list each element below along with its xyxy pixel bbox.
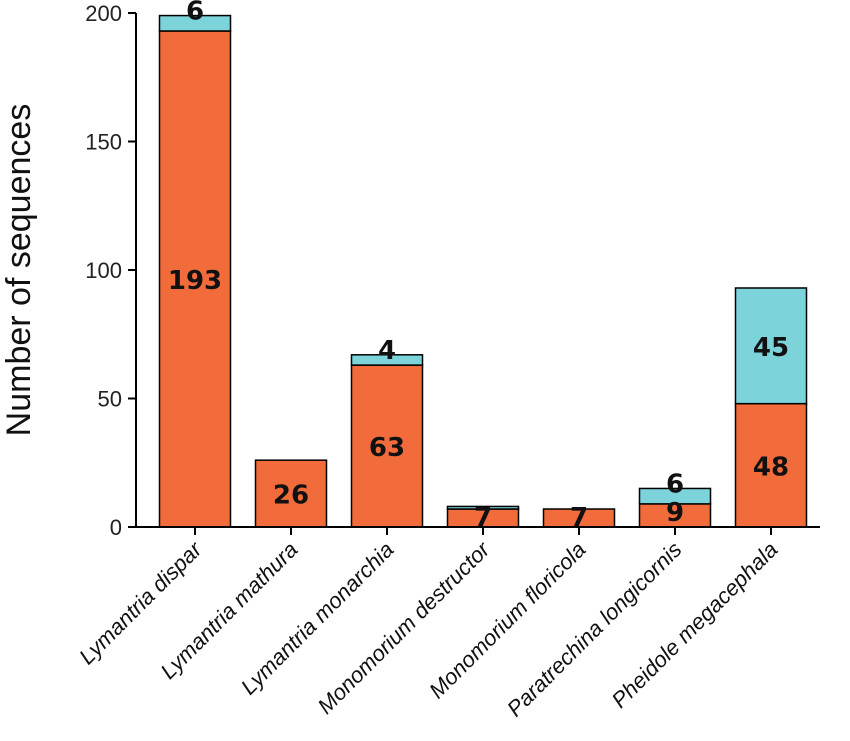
bar-segment-upper xyxy=(734,287,808,405)
y-tick-label: 150 xyxy=(85,130,122,155)
bar-segment-upper xyxy=(350,354,424,366)
bar-value-label: 193 xyxy=(168,266,222,296)
bar-value-label: 26 xyxy=(273,481,309,511)
bar-segment-upper xyxy=(158,14,232,32)
bars xyxy=(158,14,808,528)
y-axis: 0 50 100 150 200 xyxy=(85,1,137,540)
bar-value-label: 6 xyxy=(666,469,684,499)
bar-value-label: 6 xyxy=(186,0,204,27)
y-axis-label: Number of sequences xyxy=(0,104,38,437)
y-tick-label: 100 xyxy=(85,258,122,283)
x-tick-label: Pheidole megacephala xyxy=(607,537,783,713)
x-tick-label: Paratrechina longicornis xyxy=(502,537,687,722)
bar-value-label: 7 xyxy=(474,503,492,533)
bar-value-label: 4 xyxy=(378,336,396,366)
x-tick-label: Monomorium floricola xyxy=(424,537,590,703)
x-tick-label: Monomorium destructor xyxy=(313,536,496,719)
bar-segment-lower xyxy=(734,402,808,528)
bar-value-label: 45 xyxy=(753,333,789,363)
bar-segment-upper xyxy=(446,505,520,510)
bar-value-label: 9 xyxy=(666,498,684,528)
bar-value-label: 48 xyxy=(753,452,789,482)
bar-value-label: 63 xyxy=(369,433,405,463)
bar-value-label: 7 xyxy=(570,503,588,533)
y-tick-label: 50 xyxy=(98,387,122,412)
y-tick-label: 200 xyxy=(85,1,122,26)
bar-segment-upper xyxy=(638,487,712,505)
y-tick-label: 0 xyxy=(110,515,122,540)
